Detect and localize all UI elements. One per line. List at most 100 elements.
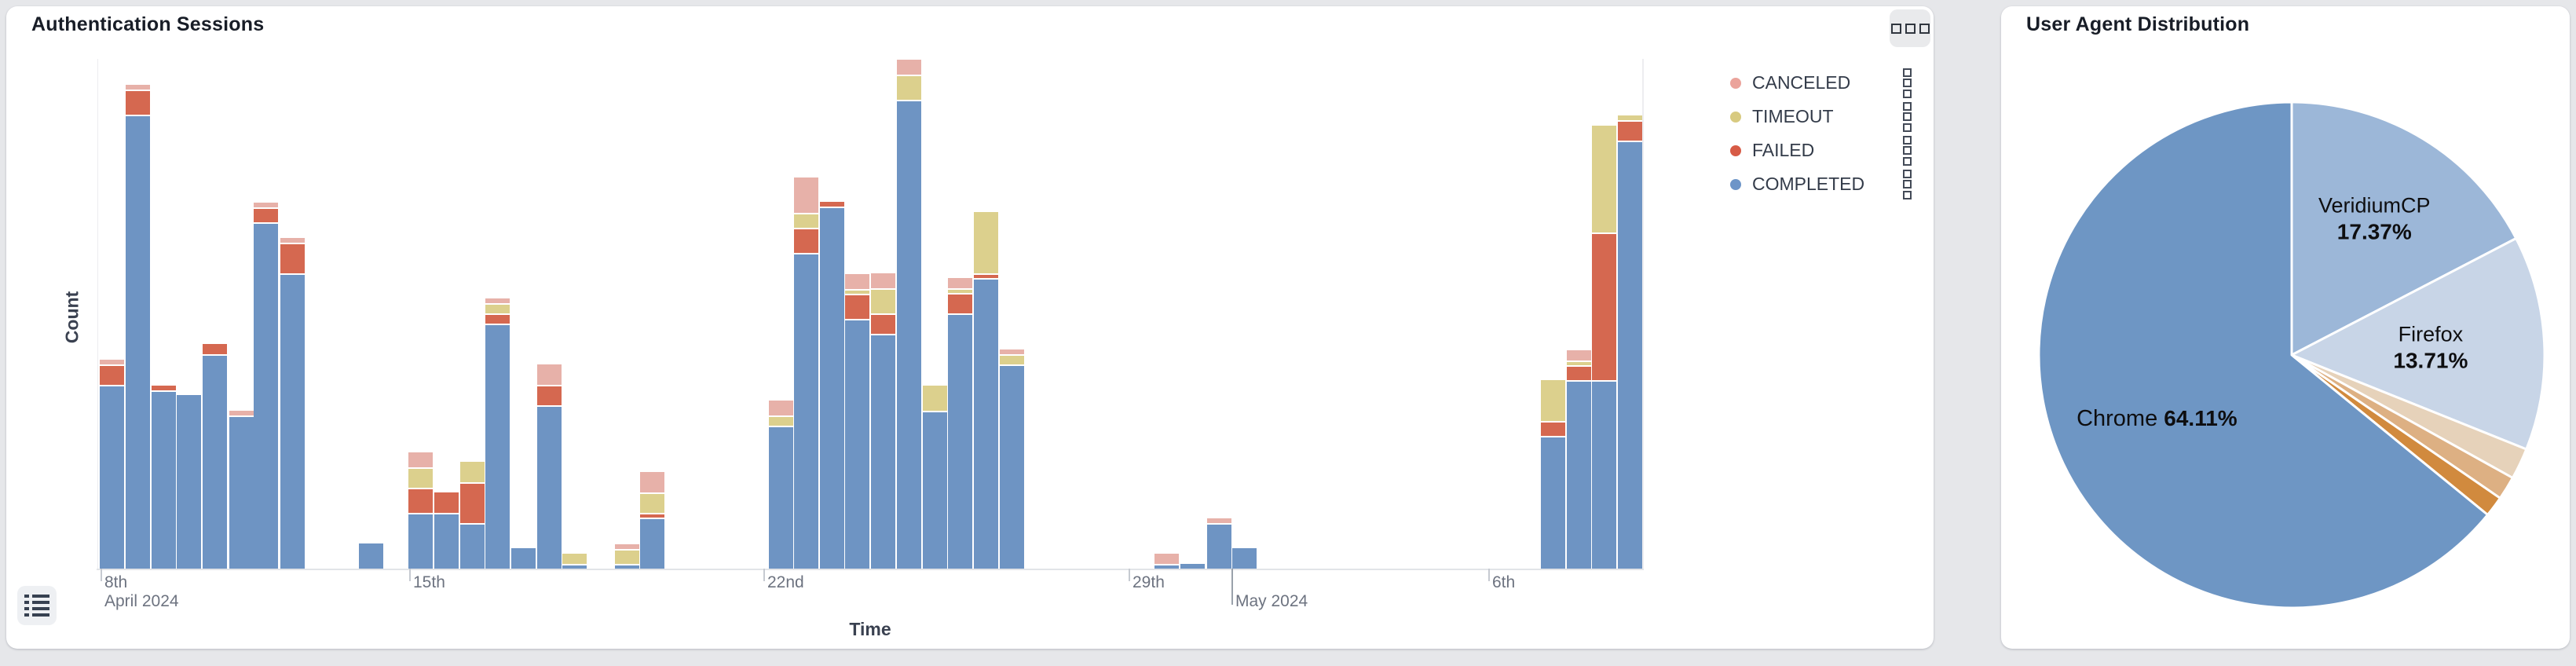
bar-segment-timeout[interactable] xyxy=(1541,380,1565,421)
bar-segment-canceled[interactable] xyxy=(845,274,869,289)
bar[interactable] xyxy=(1000,349,1024,569)
bar-segment-failed[interactable] xyxy=(485,315,510,324)
bar-segment-timeout[interactable] xyxy=(1567,362,1591,365)
bar-segment-canceled[interactable] xyxy=(280,238,305,243)
bar-segment-completed[interactable] xyxy=(615,565,639,569)
bar[interactable] xyxy=(820,202,844,569)
bar-segment-failed[interactable] xyxy=(434,492,459,513)
bar-segment-completed[interactable] xyxy=(537,407,562,569)
bar-segment-failed[interactable] xyxy=(1592,234,1616,380)
bar-segment-completed[interactable] xyxy=(769,427,793,569)
bar-segment-failed[interactable] xyxy=(820,202,844,207)
bar[interactable] xyxy=(1180,564,1205,569)
legend-item-timeout[interactable]: TIMEOUT xyxy=(1730,100,1912,134)
bar[interactable] xyxy=(562,554,587,569)
bar[interactable] xyxy=(100,360,124,569)
bar-segment-canceled[interactable] xyxy=(537,364,562,385)
bar-segment-completed[interactable] xyxy=(359,543,383,569)
legend-grip-icon[interactable] xyxy=(1903,68,1912,98)
bar-segment-completed[interactable] xyxy=(511,548,536,569)
bar-segment-canceled[interactable] xyxy=(1000,349,1024,354)
bar-segment-canceled[interactable] xyxy=(1154,554,1179,564)
bar[interactable] xyxy=(511,548,536,569)
bar-segment-completed[interactable] xyxy=(254,224,278,569)
bar-segment-timeout[interactable] xyxy=(794,214,818,228)
legend-grip-icon[interactable] xyxy=(1903,101,1912,132)
bar[interactable] xyxy=(1618,115,1642,569)
bar[interactable] xyxy=(177,395,201,569)
bar-segment-completed[interactable] xyxy=(820,208,844,569)
bar[interactable] xyxy=(845,274,869,569)
panel-menu-button[interactable] xyxy=(1890,9,1930,47)
bar-segment-failed[interactable] xyxy=(845,295,869,319)
bar-segment-completed[interactable] xyxy=(871,335,895,569)
bar-segment-canceled[interactable] xyxy=(897,60,921,75)
bar-segment-timeout[interactable] xyxy=(769,417,793,426)
bar-segment-timeout[interactable] xyxy=(640,494,664,513)
bar-segment-completed[interactable] xyxy=(845,320,869,569)
legend-grip-icon[interactable] xyxy=(1903,135,1912,166)
bar[interactable] xyxy=(1592,126,1616,569)
legend-item-completed[interactable]: COMPLETED xyxy=(1730,167,1912,201)
bar-segment-failed[interactable] xyxy=(280,244,305,273)
bar-segment-timeout[interactable] xyxy=(1618,115,1642,120)
bar-segment-failed[interactable] xyxy=(974,275,998,278)
bar-segment-completed[interactable] xyxy=(1180,564,1205,569)
bar-segment-completed[interactable] xyxy=(640,519,664,569)
bar-segment-canceled[interactable] xyxy=(229,411,254,415)
bar[interactable] xyxy=(537,364,562,569)
bar-segment-timeout[interactable] xyxy=(1592,126,1616,232)
bar-segment-completed[interactable] xyxy=(485,325,510,569)
bar-segment-failed[interactable] xyxy=(871,315,895,334)
bar[interactable] xyxy=(152,386,176,569)
bar[interactable] xyxy=(460,462,485,569)
bar-segment-completed[interactable] xyxy=(1000,366,1024,569)
bar-segment-canceled[interactable] xyxy=(615,544,639,549)
bar-segment-timeout[interactable] xyxy=(1000,356,1024,364)
bar-segment-completed[interactable] xyxy=(948,315,972,569)
bar-segment-completed[interactable] xyxy=(280,275,305,569)
legend-grip-icon[interactable] xyxy=(1903,169,1912,199)
bar-segment-canceled[interactable] xyxy=(1207,518,1231,523)
bar-segment-completed[interactable] xyxy=(229,417,254,569)
pie-slice-firefox[interactable] xyxy=(2290,237,2546,451)
bar[interactable] xyxy=(871,273,895,569)
bar-segment-completed[interactable] xyxy=(1592,382,1616,569)
bar-segment-canceled[interactable] xyxy=(769,401,793,415)
bar[interactable] xyxy=(1207,518,1231,569)
bar[interactable] xyxy=(408,452,433,569)
bar-segment-completed[interactable] xyxy=(1207,525,1231,569)
bar-segment-completed[interactable] xyxy=(1232,548,1257,569)
bar-segment-failed[interactable] xyxy=(126,91,150,115)
bar[interactable] xyxy=(974,212,998,569)
bar-segment-canceled[interactable] xyxy=(100,360,124,364)
bar[interactable] xyxy=(769,401,793,569)
bar[interactable] xyxy=(640,472,664,569)
bar-segment-completed[interactable] xyxy=(794,254,818,569)
bar-segment-canceled[interactable] xyxy=(485,298,510,303)
bar[interactable] xyxy=(254,203,278,569)
bar-segment-canceled[interactable] xyxy=(408,452,433,467)
bar-segment-failed[interactable] xyxy=(794,229,818,253)
bar-segment-canceled[interactable] xyxy=(640,472,664,492)
bar[interactable] xyxy=(1154,554,1179,569)
bar-segment-timeout[interactable] xyxy=(923,386,947,411)
bar-segment-failed[interactable] xyxy=(408,489,433,513)
bar-segment-completed[interactable] xyxy=(1567,382,1591,569)
bar-segment-timeout[interactable] xyxy=(408,469,433,488)
bar[interactable] xyxy=(434,492,459,569)
bar-segment-failed[interactable] xyxy=(460,484,485,523)
bar-segment-completed[interactable] xyxy=(177,395,201,569)
bar[interactable] xyxy=(229,411,254,569)
bar-segment-canceled[interactable] xyxy=(126,85,150,90)
bar[interactable] xyxy=(897,60,921,569)
pie-slice-chrome[interactable] xyxy=(2037,101,2489,609)
bar-segment-failed[interactable] xyxy=(537,386,562,405)
bar-segment-completed[interactable] xyxy=(1541,437,1565,569)
bar-segment-completed[interactable] xyxy=(562,565,587,569)
bar-segment-timeout[interactable] xyxy=(562,554,587,564)
bar-segment-timeout[interactable] xyxy=(460,462,485,482)
bar[interactable] xyxy=(359,543,383,569)
bar-segment-canceled[interactable] xyxy=(871,273,895,288)
bar[interactable] xyxy=(1541,380,1565,569)
